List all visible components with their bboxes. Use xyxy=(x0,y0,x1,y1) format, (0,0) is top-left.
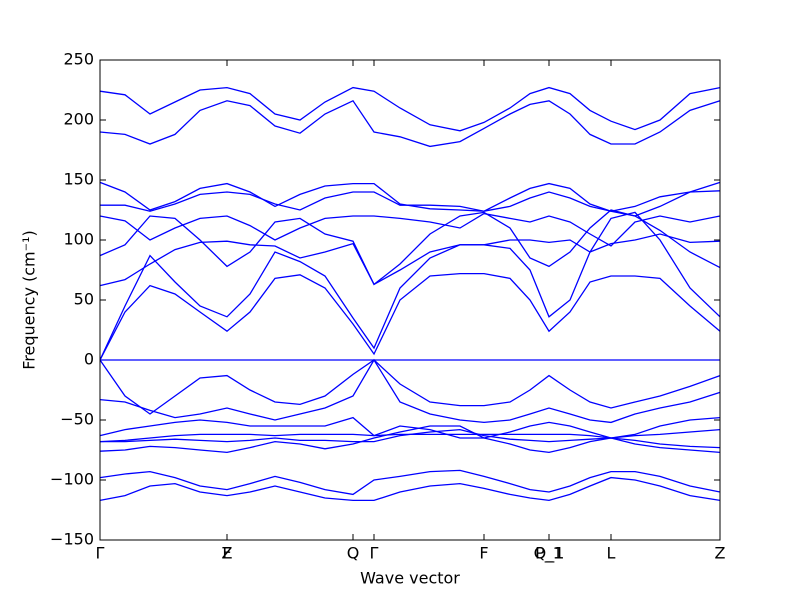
band-line xyxy=(99,209,721,286)
band-line xyxy=(99,469,721,496)
band-line xyxy=(99,211,721,361)
y-tick-label: −150 xyxy=(50,530,94,549)
x-tick-label: P_1 xyxy=(535,544,563,564)
y-tick-label: 250 xyxy=(63,50,94,69)
y-tick-label: 0 xyxy=(84,350,94,369)
x-axis-label: Wave vector xyxy=(360,569,460,588)
x-tick-label: F xyxy=(222,544,231,563)
y-axis-label: Frequency (cm⁻¹) xyxy=(20,230,39,369)
y-tick-label: 100 xyxy=(63,230,94,249)
x-tick-label: F xyxy=(479,544,488,563)
y-tick-label: 50 xyxy=(74,290,94,309)
y-tick-label: 150 xyxy=(63,170,94,189)
plot-frame xyxy=(99,59,721,541)
band-line xyxy=(99,181,721,217)
x-tick-label: L xyxy=(607,544,616,563)
band-line xyxy=(99,358,721,424)
y-tick-label: −50 xyxy=(60,410,94,429)
band-line xyxy=(99,425,721,454)
band-line xyxy=(99,212,721,247)
band-line xyxy=(100,428,721,449)
band-line xyxy=(99,233,721,287)
band-line xyxy=(99,272,721,361)
x-tick-label: Z xyxy=(222,544,233,563)
x-tick-label: Γ xyxy=(96,544,105,563)
x-tick-label: Q_1 xyxy=(534,544,565,564)
x-tick-label: Q xyxy=(347,544,360,563)
x-tick-label: Γ xyxy=(370,544,379,563)
y-tick-label: 200 xyxy=(63,110,94,129)
band-line xyxy=(99,99,721,148)
band-line xyxy=(99,86,721,132)
band-line xyxy=(99,359,721,415)
y-tick-label: −100 xyxy=(50,470,94,489)
band-line xyxy=(99,476,721,502)
band-line xyxy=(100,190,721,212)
x-tick-label: Z xyxy=(715,544,726,563)
